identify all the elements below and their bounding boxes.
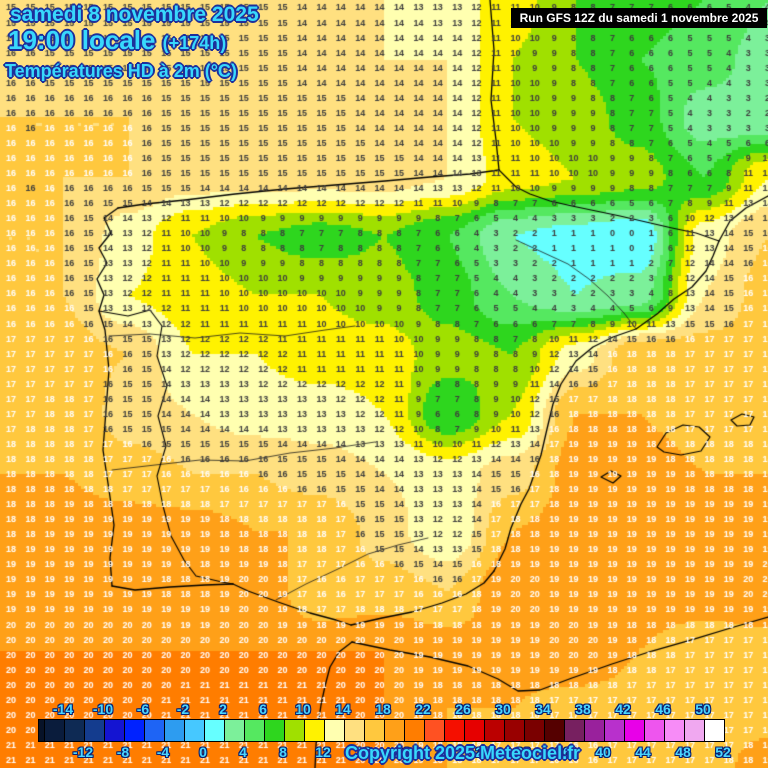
model-run-label: Run GFS 12Z du samedi 1 novembre 2025 (511, 8, 767, 28)
forecast-date: samedi 8 novembre 2025 (10, 3, 259, 26)
scale-label: -12 (72, 744, 94, 760)
scale-cell (124, 720, 144, 741)
scale-cell (564, 720, 584, 741)
scale-label: 26 (455, 701, 471, 717)
scale-cell (544, 720, 564, 741)
scale-label: -10 (92, 701, 114, 717)
temperature-scale-bar (38, 719, 725, 742)
scale-label: 10 (295, 701, 311, 717)
forecast-time: 19:00 locale (+174h) (8, 25, 227, 55)
scale-cell (584, 720, 604, 741)
scale-label: 22 (415, 701, 431, 717)
scale-label: 20 (395, 744, 411, 760)
forecast-lead-hours: (+174h) (162, 33, 227, 53)
scale-label: 50 (695, 701, 711, 717)
scale-cell (664, 720, 684, 741)
scale-cell (324, 720, 344, 741)
scale-label: -14 (52, 701, 74, 717)
scale-cell (524, 720, 544, 741)
scale-cell (464, 720, 484, 741)
scale-cell (364, 720, 384, 741)
scale-label: 6 (259, 701, 267, 717)
scale-cell (424, 720, 444, 741)
scale-cell (404, 720, 424, 741)
scale-label: 16 (355, 744, 371, 760)
scale-label: 0 (199, 744, 207, 760)
scale-label: 32 (515, 744, 531, 760)
scale-label: 48 (675, 744, 691, 760)
scale-label: 38 (575, 701, 591, 717)
scale-label: 14 (335, 701, 351, 717)
scale-cell (704, 720, 724, 741)
scale-cell-lead (39, 720, 44, 741)
scale-label: 52 (715, 744, 731, 760)
forecast-local-time: 19:00 locale (8, 25, 156, 55)
scale-cell-lead (44, 720, 64, 741)
scale-cell (144, 720, 164, 741)
scale-cell (104, 720, 124, 741)
scale-label: 36 (555, 744, 571, 760)
scale-cell (244, 720, 264, 741)
scale-label: 42 (615, 701, 631, 717)
scale-label: 4 (239, 744, 247, 760)
scale-cell (304, 720, 324, 741)
scale-label: -2 (176, 701, 190, 717)
scale-cell (624, 720, 644, 741)
scale-label: 28 (475, 744, 491, 760)
scale-label: 8 (279, 744, 287, 760)
scale-cell (484, 720, 504, 741)
scale-label: 46 (655, 701, 671, 717)
scale-cell (84, 720, 104, 741)
scale-label: -6 (136, 701, 150, 717)
scale-cell (384, 720, 404, 741)
scale-label: 24 (435, 744, 451, 760)
scale-label: 34 (535, 701, 551, 717)
scale-cell (224, 720, 244, 741)
map-variable-title: Températures HD à 2m (°C) (5, 61, 237, 81)
scale-label: 18 (375, 701, 391, 717)
scale-cell (284, 720, 304, 741)
scale-cell (684, 720, 704, 741)
scale-cell (64, 720, 84, 741)
scale-label: -4 (156, 744, 170, 760)
scale-cell (344, 720, 364, 741)
scale-label: 2 (219, 701, 227, 717)
scale-cell (204, 720, 224, 741)
scale-label: 44 (635, 744, 651, 760)
scale-cell (184, 720, 204, 741)
scale-label: -8 (116, 744, 130, 760)
scale-cell (604, 720, 624, 741)
scale-cell (444, 720, 464, 741)
scale-label: 30 (495, 701, 511, 717)
scale-cell (264, 720, 284, 741)
scale-cell (164, 720, 184, 741)
scale-label: 12 (315, 744, 331, 760)
scale-label: 40 (595, 744, 611, 760)
scale-cell (504, 720, 524, 741)
scale-cell (644, 720, 664, 741)
copyright-label: Copyright 2025 Meteociel.fr (345, 743, 581, 763)
